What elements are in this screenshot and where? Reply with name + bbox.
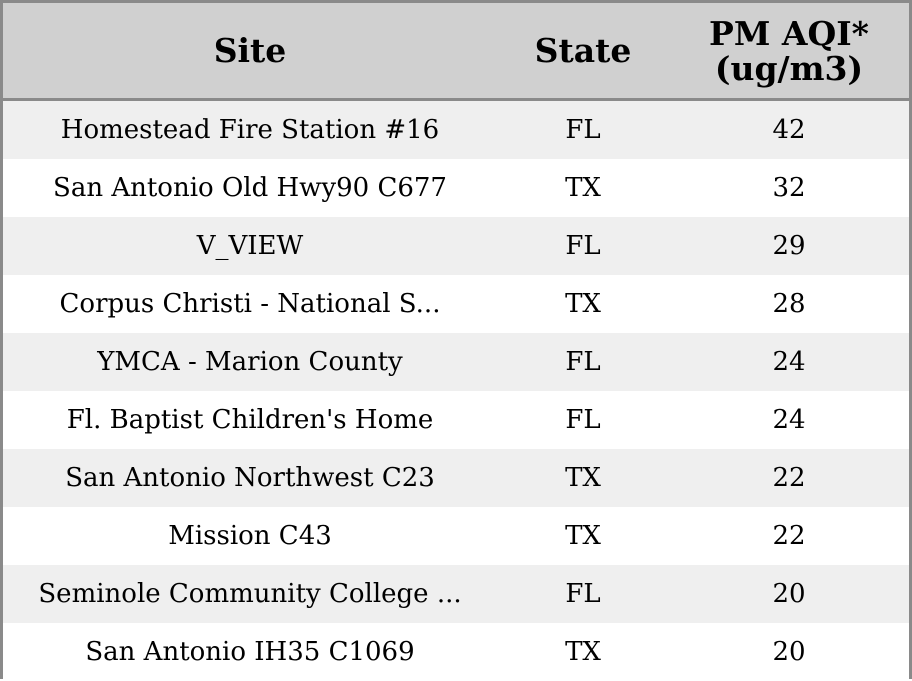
state-cell: FL bbox=[565, 405, 601, 435]
state-cell: FL bbox=[565, 115, 601, 145]
state-cell: FL bbox=[565, 347, 601, 377]
table-header: Site State PM AQI* (ug/m3) bbox=[3, 3, 909, 101]
site-cell: Homestead Fire Station #16 bbox=[60, 115, 440, 145]
site-cell: San Antonio IH35 C1069 bbox=[85, 637, 415, 667]
table-row: San Antonio Northwest C23 TX 22 bbox=[3, 449, 909, 507]
state-cell: FL bbox=[565, 579, 601, 609]
site-cell: Mission C43 bbox=[168, 521, 332, 551]
pm-aqi-cell: 29 bbox=[772, 231, 806, 261]
pm-aqi-cell: 42 bbox=[772, 115, 806, 145]
site-cell: YMCA - Marion County bbox=[97, 347, 403, 377]
site-cell: San Antonio Old Hwy90 C677 bbox=[53, 173, 447, 203]
pm-aqi-cell: 28 bbox=[772, 289, 806, 319]
table-row: San Antonio IH35 C1069 TX 20 bbox=[3, 623, 909, 681]
table-row: Homestead Fire Station #16 FL 42 bbox=[3, 101, 909, 159]
state-cell: TX bbox=[565, 289, 601, 319]
table-row: V_VIEW FL 29 bbox=[3, 217, 909, 275]
pm-aqi-cell: 22 bbox=[772, 521, 806, 551]
site-cell: Fl. Baptist Children's Home bbox=[66, 405, 434, 435]
pm-aqi-cell: 20 bbox=[772, 637, 806, 667]
state-cell: TX bbox=[565, 521, 601, 551]
table-body: Homestead Fire Station #16 FL 42 San Antoni… bbox=[3, 101, 909, 681]
table-row: Fl. Baptist Children's Home FL 24 bbox=[3, 391, 909, 449]
site-cell: V_VIEW bbox=[196, 231, 304, 261]
header-state: State bbox=[534, 31, 632, 70]
header-pm-aqi-title: PM AQI* bbox=[709, 13, 869, 53]
header-pm-aqi: PM AQI* (ug/m3) bbox=[669, 16, 909, 86]
site-cell: Corpus Christi - National S... bbox=[59, 289, 441, 319]
state-cell: TX bbox=[565, 173, 601, 203]
state-cell: TX bbox=[565, 463, 601, 493]
table-row: Mission C43 TX 22 bbox=[3, 507, 909, 565]
pm-aqi-cell: 32 bbox=[772, 173, 806, 203]
site-cell: Seminole Community College ... bbox=[38, 579, 462, 609]
pm-aqi-cell: 22 bbox=[772, 463, 806, 493]
pm-aqi-cell: 24 bbox=[772, 347, 806, 377]
table-row: YMCA - Marion County FL 24 bbox=[3, 333, 909, 391]
table-row: San Antonio Old Hwy90 C677 TX 32 bbox=[3, 159, 909, 217]
state-cell: TX bbox=[565, 637, 601, 667]
table-row: Corpus Christi - National S... TX 28 bbox=[3, 275, 909, 333]
state-cell: FL bbox=[565, 231, 601, 261]
header-pm-aqi-unit: (ug/m3) bbox=[714, 48, 864, 88]
header-site: Site bbox=[213, 31, 287, 70]
table-row: Seminole Community College ... FL 20 bbox=[3, 565, 909, 623]
site-cell: San Antonio Northwest C23 bbox=[65, 463, 435, 493]
pm-aqi-cell: 20 bbox=[772, 579, 806, 609]
pm-aqi-cell: 24 bbox=[772, 405, 806, 435]
